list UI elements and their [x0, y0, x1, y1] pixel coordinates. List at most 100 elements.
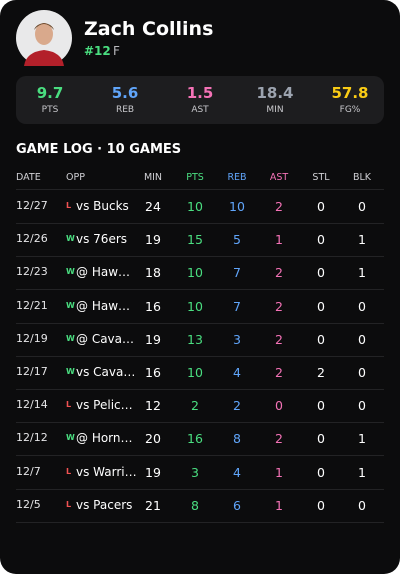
summary-stats: 9.7 PTS 5.6 REB 1.5 AST 18.4 MIN 57.8 FG%	[16, 76, 384, 124]
stat-cell: 16	[145, 365, 161, 380]
stat-cell: 0	[317, 464, 325, 480]
row-divider	[16, 455, 384, 457]
stat-cell: 0	[317, 497, 325, 513]
stat-cell: 2	[275, 199, 283, 214]
stat-cell: 19	[145, 232, 161, 248]
stat-value: 9.7	[36, 84, 64, 102]
stat-cell: 19	[145, 331, 161, 347]
row-divider	[16, 355, 384, 357]
stat-cell: 20	[145, 431, 161, 447]
player-position: F	[113, 44, 120, 58]
stat-value: 1.5	[186, 84, 214, 102]
opponent: vs Pelic…	[76, 398, 133, 413]
stat-cell: 1	[358, 265, 366, 281]
stat-cell: 10	[229, 199, 245, 214]
game-result: W	[66, 433, 75, 443]
row-divider	[16, 256, 384, 258]
opponent: vs 76ers	[76, 232, 128, 247]
stat-cell: 0	[317, 199, 325, 214]
game-result: L	[66, 466, 72, 476]
stat-cell: 8	[191, 497, 199, 513]
stat-cell: 3	[191, 464, 199, 480]
player-name: Zach Collins	[84, 18, 214, 40]
game-date: 12/14	[16, 398, 48, 412]
column-header: AST	[269, 172, 289, 183]
game-result: W	[66, 267, 75, 277]
stat-cell: 2	[275, 365, 283, 380]
game-date: 12/23	[16, 265, 48, 279]
column-header: DATE	[16, 172, 41, 183]
stat-label: MIN	[266, 105, 284, 115]
stat-label: AST	[191, 105, 209, 115]
stat-cell: 0	[358, 497, 366, 513]
column-header: MIN	[143, 172, 163, 183]
stat-cell: 1	[358, 431, 366, 447]
game-result: L	[66, 400, 72, 410]
stat-cell: 0	[358, 331, 366, 347]
opponent: vs Cava…	[76, 365, 136, 379]
opponent: @ Haw…	[76, 298, 131, 313]
game-date: 12/27	[16, 199, 48, 212]
stat-cell: 1	[275, 497, 283, 513]
row-divider	[16, 389, 384, 390]
stat-cell: 2	[275, 431, 283, 447]
stat-cell: 19	[145, 464, 161, 480]
game-log-title: GAME LOG · 10 GAMES	[16, 142, 182, 157]
opponent: @ Cava…	[76, 331, 135, 346]
game-date: 12/7	[16, 464, 41, 478]
stat-cell: 2	[275, 265, 283, 281]
column-header: STL	[312, 172, 330, 183]
stat-cell: 8	[233, 431, 241, 447]
stat-cell: 0	[358, 365, 366, 380]
column-header: PTS	[186, 172, 204, 183]
stat-cell: 0	[317, 331, 325, 347]
player-number: #12	[84, 44, 111, 58]
row-divider	[16, 322, 384, 324]
stat-label: FG%	[339, 105, 361, 115]
stat-cell: 2	[233, 398, 241, 414]
column-header: BLK	[352, 172, 372, 183]
game-result: L	[66, 499, 72, 509]
stat-cell: 2	[191, 398, 199, 414]
stat-cell: 15	[187, 232, 203, 248]
stat-cell: 7	[233, 298, 241, 314]
stat-cell: 0	[317, 398, 325, 414]
stat-cell: 4	[233, 464, 241, 480]
column-header: OPP	[66, 172, 85, 183]
stat-cell: 13	[187, 331, 203, 347]
game-result: W	[66, 300, 75, 310]
stat-cell: 1	[275, 464, 283, 480]
stat-cell: 6	[233, 497, 241, 513]
stat-cell: 0	[317, 232, 325, 248]
stat-cell: 0	[275, 398, 283, 414]
opponent: @ Horn…	[76, 431, 133, 446]
stat-cell: 1	[358, 464, 366, 480]
opponent: vs Warri…	[76, 464, 137, 479]
opponent: @ Haw…	[76, 265, 131, 280]
stat-cell: 16	[187, 431, 203, 447]
stat-cell: 10	[187, 365, 203, 380]
stat-cell: 5	[233, 232, 241, 248]
row-divider	[16, 289, 384, 291]
column-header: REB	[227, 172, 247, 183]
header-divider	[16, 189, 384, 190]
game-result: L	[66, 201, 72, 210]
game-date: 12/5	[16, 497, 41, 511]
stat-cell: 24	[145, 199, 161, 214]
opponent: vs Pacers	[76, 497, 133, 512]
stat-cell: 1	[275, 232, 283, 248]
stat-cell: 2	[275, 298, 283, 314]
stat-cell: 0	[317, 265, 325, 281]
row-divider	[16, 488, 384, 490]
stat-cell: 2	[275, 331, 283, 347]
stat-cell: 18	[145, 265, 161, 281]
stat-cell: 7	[233, 265, 241, 281]
stat-cell: 0	[358, 298, 366, 314]
game-result: W	[66, 367, 75, 376]
stat-cell: 16	[145, 298, 161, 314]
stat-cell: 10	[187, 265, 203, 281]
stat-cell: 10	[187, 298, 203, 314]
game-result: W	[66, 333, 75, 343]
stat-label: PTS	[41, 105, 59, 115]
game-date: 12/26	[16, 232, 48, 246]
